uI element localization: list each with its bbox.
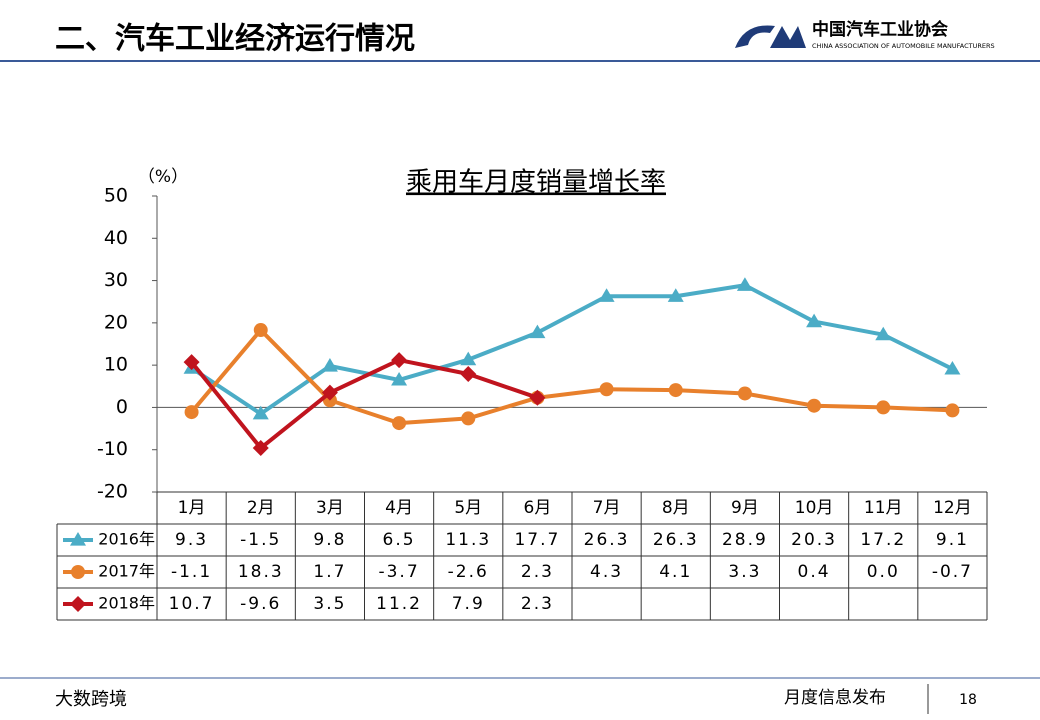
data-label: 10.7 bbox=[169, 594, 215, 614]
x-tick-label: 5月 bbox=[454, 498, 482, 518]
marker bbox=[252, 440, 269, 457]
data-label: 17.2 bbox=[860, 530, 906, 550]
x-tick-label: 8月 bbox=[662, 498, 690, 518]
data-label: 1.7 bbox=[313, 562, 346, 582]
marker bbox=[945, 403, 960, 418]
data-label: 7.9 bbox=[452, 594, 485, 614]
data-label: -0.7 bbox=[932, 562, 973, 582]
x-tick-label: 1月 bbox=[178, 498, 206, 518]
x-tick-label: 2月 bbox=[247, 498, 275, 518]
series-line bbox=[190, 328, 953, 426]
data-label: 2.3 bbox=[521, 562, 554, 582]
marker bbox=[183, 354, 200, 371]
marker bbox=[876, 400, 891, 415]
y-axis-label: （%） bbox=[138, 167, 188, 187]
y-tick-label: 20 bbox=[104, 311, 128, 333]
watermark: 大数跨境 bbox=[55, 689, 127, 710]
marker bbox=[252, 405, 269, 420]
data-label: 26.3 bbox=[653, 530, 699, 550]
page-number: 18 bbox=[959, 692, 977, 708]
y-tick-label: 30 bbox=[104, 269, 128, 291]
marker bbox=[668, 383, 683, 398]
marker bbox=[737, 386, 752, 401]
data-label: -9.6 bbox=[240, 594, 281, 614]
y-tick-label: 10 bbox=[104, 354, 128, 376]
legend-label: 2018年 bbox=[98, 594, 155, 613]
slide-title: 二、汽车工业经济运行情况 bbox=[55, 22, 415, 57]
data-label: 20.3 bbox=[791, 530, 837, 550]
logo-english: CHINA ASSOCIATION OF AUTOMOBILE MANUFACT… bbox=[812, 42, 995, 50]
marker bbox=[253, 323, 268, 338]
logo-mark bbox=[735, 25, 806, 48]
data-label: 3.5 bbox=[313, 594, 346, 614]
marker bbox=[598, 288, 615, 302]
marker bbox=[736, 277, 753, 291]
data-label: 4.1 bbox=[659, 562, 692, 582]
legend-label: 2016年 bbox=[98, 530, 155, 549]
marker bbox=[944, 360, 961, 375]
marker bbox=[806, 313, 823, 328]
data-label: -1.1 bbox=[171, 562, 212, 582]
marker bbox=[529, 389, 546, 406]
marker bbox=[529, 324, 546, 339]
footer-text: 月度信息发布 bbox=[784, 688, 886, 708]
x-tick-label: 6月 bbox=[524, 498, 552, 518]
y-tick-label: 40 bbox=[104, 227, 128, 249]
data-label: 9.1 bbox=[936, 530, 969, 550]
x-tick-label: 11月 bbox=[864, 498, 903, 518]
marker bbox=[321, 357, 338, 372]
x-tick-label: 10月 bbox=[795, 498, 834, 518]
data-label: 28.9 bbox=[722, 530, 768, 550]
data-label: 11.3 bbox=[445, 530, 491, 550]
logo-name: 中国汽车工业协会 bbox=[812, 19, 948, 40]
marker bbox=[667, 288, 684, 302]
y-tick-label: 0 bbox=[116, 396, 128, 418]
data-label: 2.3 bbox=[521, 594, 554, 614]
data-label: 9.3 bbox=[175, 530, 208, 550]
data-label: 11.2 bbox=[376, 594, 422, 614]
data-label: 0.4 bbox=[798, 562, 831, 582]
marker bbox=[71, 565, 85, 579]
marker bbox=[392, 416, 407, 431]
data-label: -3.7 bbox=[378, 562, 419, 582]
data-label: -2.6 bbox=[448, 562, 489, 582]
legend-label: 2017年 bbox=[98, 562, 155, 581]
data-label: 17.7 bbox=[514, 530, 560, 550]
x-tick-label: 9月 bbox=[731, 498, 759, 518]
marker bbox=[599, 382, 614, 397]
x-tick-label: 12月 bbox=[933, 498, 972, 518]
y-tick-label: 50 bbox=[104, 185, 128, 207]
chart-title: 乘用车月度销量增长率 bbox=[406, 168, 666, 198]
data-label: 26.3 bbox=[584, 530, 630, 550]
x-tick-label: 3月 bbox=[316, 498, 344, 518]
marker bbox=[391, 352, 408, 369]
series-line bbox=[190, 358, 539, 451]
marker bbox=[184, 405, 199, 420]
marker bbox=[461, 411, 476, 426]
marker bbox=[807, 398, 822, 413]
data-label: 3.3 bbox=[728, 562, 761, 582]
marker bbox=[460, 366, 477, 383]
data-label: 9.8 bbox=[313, 530, 346, 550]
marker bbox=[70, 596, 86, 612]
y-tick-label: -10 bbox=[97, 438, 128, 460]
marker bbox=[875, 326, 892, 341]
data-label: -1.5 bbox=[240, 530, 281, 550]
marker bbox=[321, 384, 338, 401]
marker bbox=[460, 351, 477, 366]
data-label: 4.3 bbox=[590, 562, 623, 582]
y-tick-label: -20 bbox=[97, 481, 128, 503]
series-line bbox=[190, 283, 954, 416]
data-label: 6.5 bbox=[383, 530, 416, 550]
x-tick-label: 7月 bbox=[593, 498, 621, 518]
marker bbox=[70, 532, 86, 546]
data-label: 0.0 bbox=[867, 562, 900, 582]
data-label: 18.3 bbox=[238, 562, 284, 582]
x-tick-label: 4月 bbox=[385, 498, 413, 518]
marker bbox=[391, 371, 408, 386]
